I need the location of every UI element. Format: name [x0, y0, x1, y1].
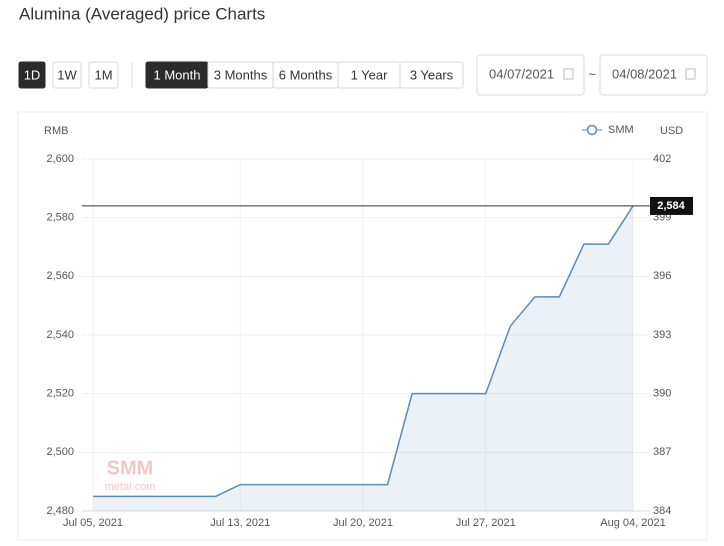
button-label: 3 Months: [214, 67, 268, 82]
x-tick-label: Jul 13, 2021: [210, 517, 270, 529]
button-label: 1 Year: [351, 67, 389, 82]
button[interactable]: 1 Year: [337, 61, 401, 89]
y-tick-label: 2,600: [46, 153, 74, 165]
button[interactable]: 1 Month: [145, 61, 209, 89]
watermark: SMM: [107, 457, 154, 479]
x-tick-label: Jul 20, 2021: [333, 517, 393, 529]
date-separator: ~: [588, 66, 596, 81]
y2-tick-label: 396: [653, 270, 671, 282]
crosshair-label: 2,584: [657, 200, 685, 212]
button-label: 1M: [94, 67, 112, 82]
date-end[interactable]: 04/08/2021: [599, 54, 708, 96]
watermark: metal.com: [105, 481, 156, 493]
button-label: 1 Month: [154, 67, 201, 82]
x-tick-label: Jul 27, 2021: [456, 517, 516, 529]
chart-frame: [17, 111, 708, 541]
button-bg: [52, 61, 82, 89]
crosshair-label-bg: [650, 196, 693, 215]
button[interactable]: 3 Years: [399, 61, 464, 89]
legend-marker: [586, 124, 598, 136]
date-text: 04/08/2021: [612, 66, 677, 81]
y-tick-label: 2,520: [46, 388, 74, 400]
button[interactable]: 6 Months: [272, 61, 339, 89]
y2-axis-label: USD: [660, 125, 683, 137]
page-title: Alumina (Averaged) price Charts: [19, 4, 265, 23]
button-label: 6 Months: [279, 67, 333, 82]
y2-tick-label: 384: [653, 505, 671, 517]
y-tick-label: 2,560: [46, 270, 74, 282]
y-tick-label: 2,540: [46, 329, 74, 341]
button-label: 1W: [57, 67, 77, 82]
button[interactable]: 1M: [88, 61, 119, 89]
date-start[interactable]: 04/07/2021: [476, 54, 585, 96]
y2-tick-label: 393: [653, 329, 671, 341]
line: [93, 205, 634, 498]
x-tick-label: Jul 05, 2021: [63, 517, 123, 529]
y-tick-label: 2,580: [46, 212, 74, 224]
y-tick-label: 2,480: [46, 505, 74, 517]
button-bg: [399, 61, 464, 89]
button-label: 1D: [24, 67, 41, 82]
button[interactable]: 3 Months: [207, 61, 274, 89]
x-tick-label: Aug 04, 2021: [600, 517, 665, 529]
y-tick-label: 2,500: [46, 446, 74, 458]
area: [93, 205, 633, 511]
date-text: 04/07/2021: [489, 66, 554, 81]
button[interactable]: 1D: [18, 61, 46, 89]
button-label: 3 Years: [410, 67, 454, 82]
button-bg: [88, 61, 119, 89]
y2-tick-label: 402: [653, 153, 671, 165]
legend-label: SMM: [608, 124, 634, 136]
y-axis-label: RMB: [44, 125, 68, 137]
y2-tick-label: 390: [653, 388, 671, 400]
button[interactable]: 1W: [52, 61, 82, 89]
button-bg: [18, 61, 46, 89]
y2-tick-label: 387: [653, 446, 671, 458]
